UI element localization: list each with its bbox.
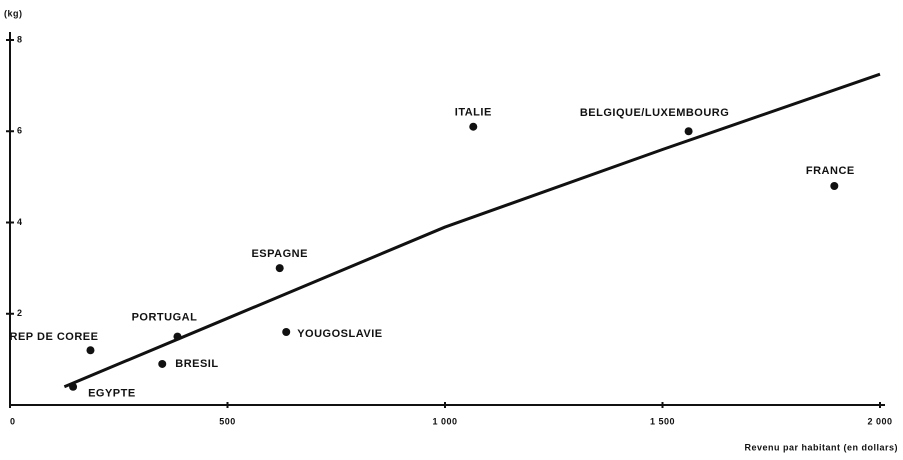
point xyxy=(684,127,693,136)
point-label: BELGIQUE/LUXEMBOURG xyxy=(580,107,729,119)
x-tick-label: 500 xyxy=(219,416,236,426)
point-label: EGYPTE xyxy=(88,388,136,400)
point xyxy=(69,382,78,391)
x-axis-label: Revenu par habitant (en dollars) xyxy=(744,442,898,452)
point-label: ITALIE xyxy=(455,107,492,119)
point xyxy=(282,328,291,336)
x-tick-label: 0 xyxy=(10,416,16,426)
y-axis-label: (kg) xyxy=(4,8,23,18)
x-tick-label: 1 500 xyxy=(650,416,675,426)
point xyxy=(275,264,284,273)
point-label: FRANCE xyxy=(806,165,855,177)
point-label: BRESIL xyxy=(175,358,218,370)
y-tick-label: 8 xyxy=(17,34,23,44)
point-label: ESPAGNE xyxy=(251,248,307,260)
point-label: YOUGOSLAVIE xyxy=(297,328,382,340)
point-label: PORTUGAL xyxy=(132,311,198,323)
y-tick-label: 6 xyxy=(17,126,23,136)
trend-line xyxy=(63,72,881,389)
point xyxy=(830,182,839,190)
point xyxy=(173,332,182,341)
point xyxy=(158,359,167,368)
point-label: REP DE COREE xyxy=(10,331,99,343)
x-tick-label: 1 000 xyxy=(432,416,457,426)
y-tick-label: 4 xyxy=(17,217,23,227)
point xyxy=(86,346,95,355)
x-tick-label: 2 000 xyxy=(867,416,892,426)
y-tick-label: 2 xyxy=(17,308,23,318)
point xyxy=(469,122,478,131)
